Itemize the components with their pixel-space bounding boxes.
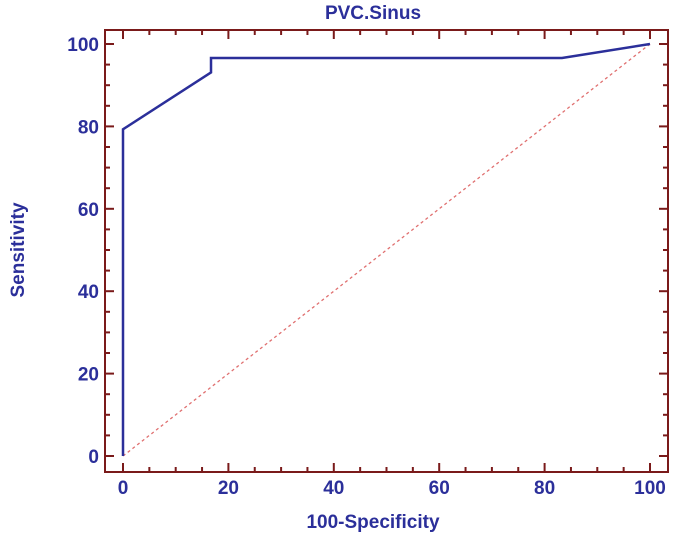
y-tick-label: 80 <box>78 117 99 138</box>
x-tick-label: 80 <box>534 478 555 499</box>
y-tick-label: 0 <box>88 447 99 468</box>
x-tick-label: 60 <box>429 478 450 499</box>
roc-curve-line <box>121 42 651 456</box>
y-tick-label: 40 <box>78 282 99 303</box>
y-tick-label: 20 <box>78 365 99 386</box>
y-axis-label: Sensitivity <box>8 202 29 297</box>
x-tick-label: 0 <box>118 478 129 499</box>
x-tick-label: 20 <box>218 478 239 499</box>
y-tick-label: 100 <box>67 35 99 56</box>
x-axis-label: 100-Specificity <box>306 512 439 533</box>
x-tick-label: 40 <box>323 478 344 499</box>
y-tick-label: 60 <box>78 200 99 221</box>
x-tick-label: 100 <box>634 478 666 499</box>
plot-area: 0 20 40 60 80 100 0 20 40 60 80 100 <box>67 29 669 499</box>
chart-title: PVC.Sinus <box>325 3 421 24</box>
reference-diagonal-line <box>122 43 651 457</box>
